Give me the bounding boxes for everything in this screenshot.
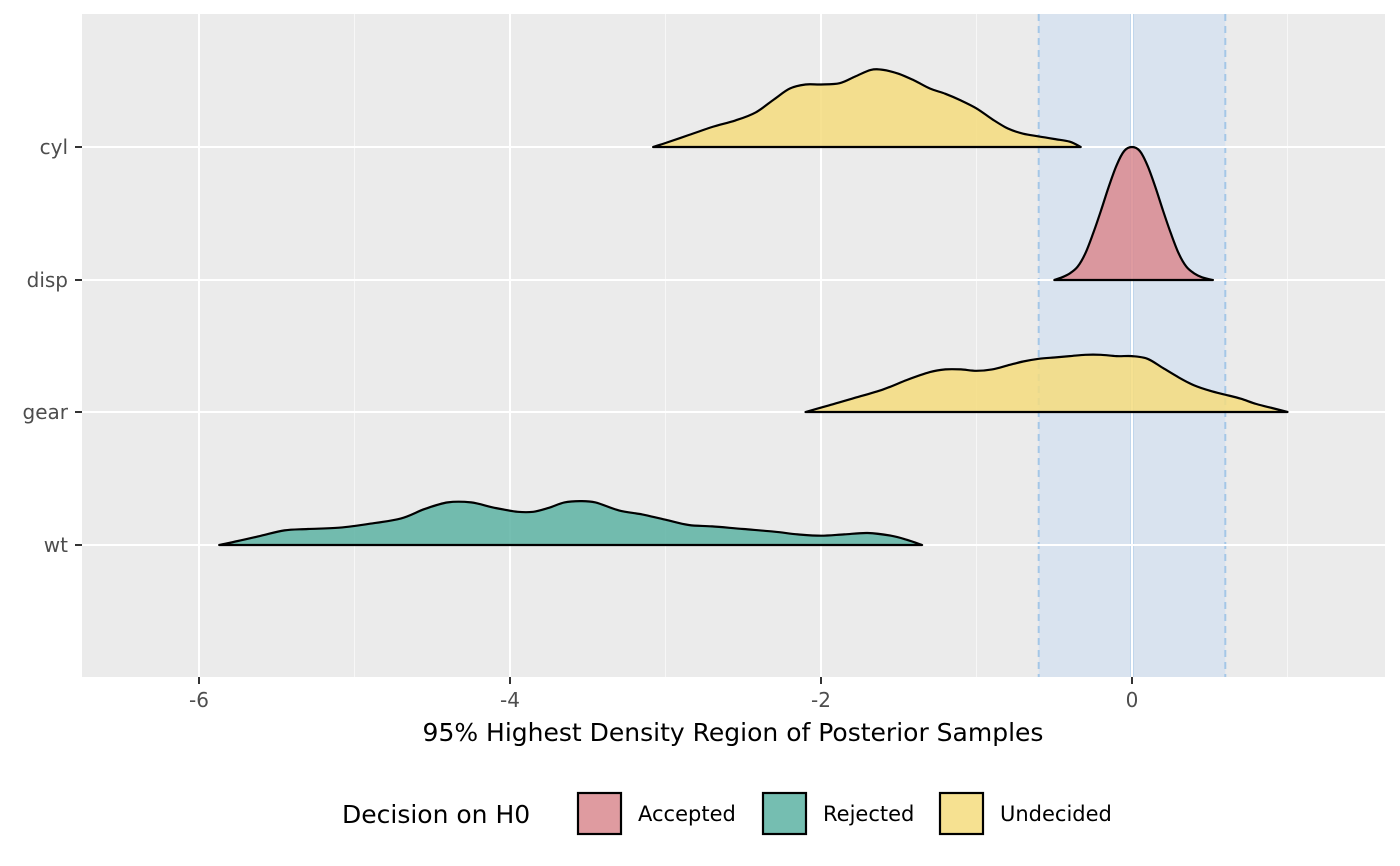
x-tick-label: -2	[811, 688, 831, 712]
x-tick-label: -6	[189, 688, 209, 712]
x-axis-title: 95% Highest Density Region of Posterior …	[423, 718, 1044, 747]
density-ridge-wt	[218, 499, 924, 547]
y-axis: cyl disp gear wt	[23, 135, 82, 557]
legend-label-rejected: Rejected	[823, 802, 914, 826]
y-tick-label: disp	[27, 268, 68, 292]
legend-title: Decision on H0	[342, 800, 530, 829]
density-ridges	[218, 68, 1289, 547]
y-tick-label: cyl	[40, 135, 68, 159]
legend-label-accepted: Accepted	[638, 802, 736, 826]
x-tick-label: -4	[500, 688, 520, 712]
legend-key-accepted	[576, 791, 623, 836]
x-axis: -6 -4 -2 0	[189, 677, 1138, 712]
legend-key-undecided	[938, 791, 985, 836]
density-ridge-disp	[1053, 145, 1214, 282]
legend: Decision on H0 Accepted Rejected Undecided	[342, 791, 1112, 836]
y-tick-label: gear	[23, 400, 69, 424]
density-ridge-gear	[804, 353, 1289, 414]
density-ridge-cyl	[652, 68, 1082, 149]
legend-key-rejected	[761, 791, 808, 836]
x-tick-label: 0	[1126, 688, 1139, 712]
y-tick-label: wt	[44, 533, 68, 557]
legend-label-undecided: Undecided	[1000, 802, 1112, 826]
